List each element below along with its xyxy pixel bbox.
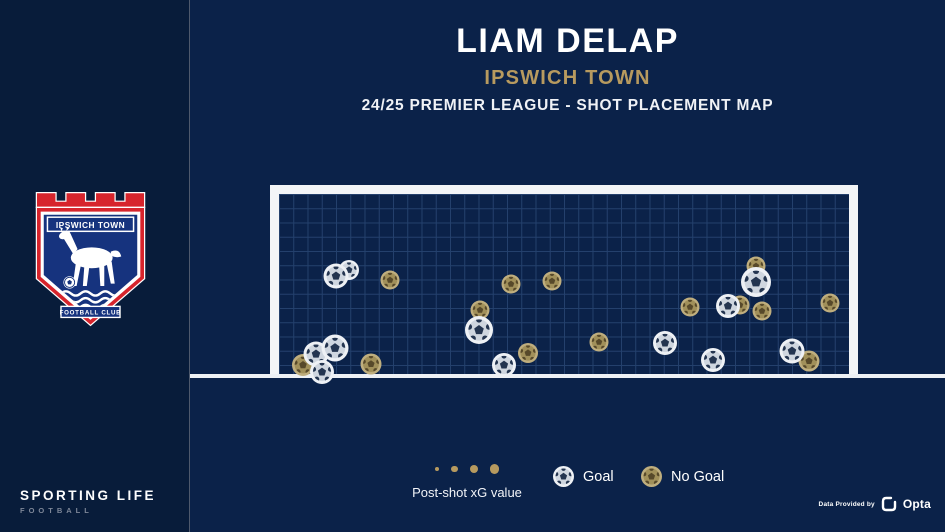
ipswich-town-crest: IPSWICH TOWN FOOTBALL CLUB xyxy=(35,191,146,327)
map-description: 24/25 PREMIER LEAGUE - SHOT PLACEMENT MA… xyxy=(361,97,774,114)
crest-footer-label: FOOTBALL CLUB xyxy=(60,309,122,316)
xg-dot xyxy=(451,465,458,473)
goal-ball-icon xyxy=(553,466,574,487)
crest-battlements xyxy=(35,191,146,208)
sporting-life-football-label: FOOTBALL xyxy=(20,506,93,515)
sporting-life-wordmark: SPORTING LIFE xyxy=(20,488,157,503)
goal-net-grid xyxy=(279,194,849,374)
xg-size-dots xyxy=(392,458,542,480)
legend-item-goal: Goal xyxy=(553,466,614,487)
no-goal-legend-label: No Goal xyxy=(671,468,725,485)
opta-credit: Data Provided by Opta xyxy=(819,496,931,512)
crest-football-icon xyxy=(63,276,76,289)
xg-dot xyxy=(434,466,440,472)
legend-item-no-goal: No Goal xyxy=(641,466,724,487)
xg-size-legend: Post-shot xG value xyxy=(392,458,542,500)
horse-icon xyxy=(59,226,122,287)
data-provided-by-label: Data Provided by xyxy=(818,500,875,508)
crest-club-name: IPSWICH TOWN xyxy=(56,220,125,230)
opta-logo-icon xyxy=(881,496,897,512)
sporting-life-logo: SPORTING LIFE FOOTBALL xyxy=(20,488,156,515)
club-subtitle: IPSWICH TOWN xyxy=(484,67,651,89)
legend: Post-shot xG value Goal No Goal xyxy=(0,458,945,514)
goal-line xyxy=(190,374,945,378)
goal-frame xyxy=(270,185,858,374)
page-title: LIAM DELAP xyxy=(456,22,679,60)
xg-dot xyxy=(489,464,500,474)
goal-legend-label: Goal xyxy=(583,468,614,485)
header: LIAM DELAP IPSWICH TOWN 24/25 PREMIER LE… xyxy=(190,0,945,115)
opta-wordmark: Opta xyxy=(902,497,931,511)
xg-size-label: Post-shot xG value xyxy=(412,485,522,500)
xg-dot xyxy=(469,465,478,473)
no-goal-ball-icon xyxy=(641,466,662,487)
